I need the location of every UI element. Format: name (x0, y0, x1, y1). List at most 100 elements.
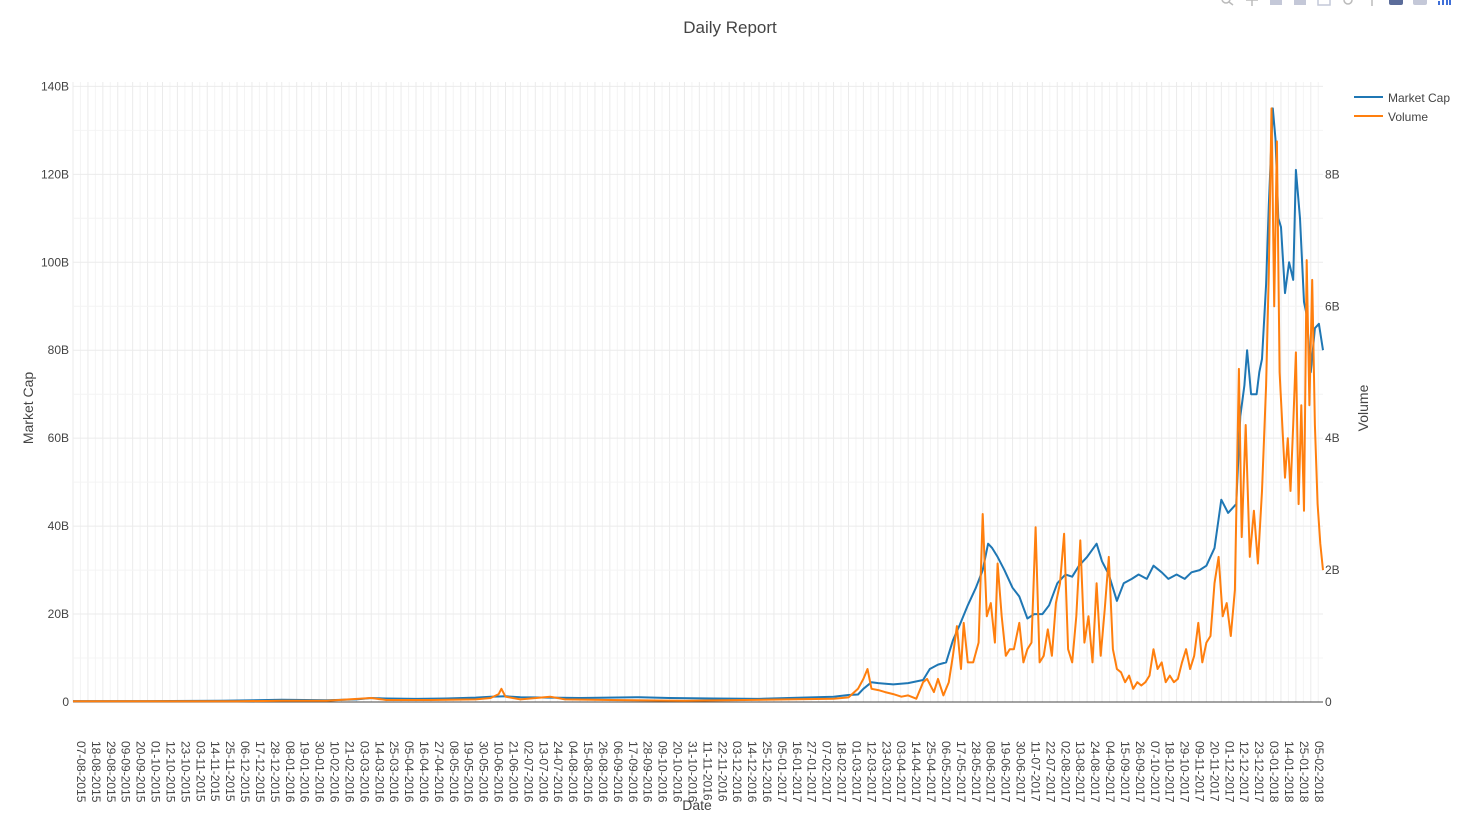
zoom-icon[interactable] (1220, 0, 1236, 6)
x-tick-label: 26-08-2016 (596, 741, 610, 803)
x-tick-label: 03-12-2016 (730, 741, 744, 803)
x-tick-label: 03-04-2017 (894, 741, 908, 803)
x-tick-label: 01-10-2015 (149, 741, 163, 803)
reset-axes-icon[interactable] (1340, 0, 1356, 6)
series-layer (73, 108, 1323, 701)
x-tick-label: 24-08-2017 (1088, 741, 1102, 803)
x-tick-label: 17-12-2015 (253, 741, 267, 803)
zoom-in-icon[interactable] (1268, 0, 1284, 6)
x-tick-label: 28-12-2015 (268, 741, 282, 803)
x-tick-label: 03-01-2018 (1267, 741, 1281, 803)
x-tick-label: 25-01-2018 (1297, 741, 1311, 803)
x-tick-label: 15-09-2017 (1118, 741, 1132, 803)
x-tick-label: 18-02-2017 (835, 741, 849, 803)
legend-label-market-cap: Market Cap (1388, 91, 1450, 105)
y-tick-label: 0 (62, 695, 69, 709)
plotly-logo-icon[interactable] (1436, 0, 1452, 6)
x-tick-label: 04-08-2016 (566, 741, 580, 803)
x-tick-label: 26-09-2017 (1133, 741, 1147, 803)
x-tick-label: 01-03-2017 (849, 741, 863, 803)
x-tick-label: 16-01-2017 (790, 741, 804, 803)
x-tick-label: 07-02-2017 (820, 741, 834, 803)
x-tick-label: 14-04-2017 (909, 741, 923, 803)
spike-lines-icon[interactable] (1364, 0, 1380, 6)
x-tick-label: 28-05-2017 (969, 741, 983, 803)
x-tick-label: 19-05-2016 (462, 741, 476, 803)
x-tick-label: 29-10-2017 (1178, 741, 1192, 803)
x-axis-title: Date (682, 797, 712, 813)
x-tick-label: 20-10-2016 (671, 741, 685, 803)
y2-tick-label: 4B (1325, 431, 1340, 445)
x-tick-label: 18-08-2015 (89, 741, 103, 803)
x-tick-label: 19-06-2017 (999, 741, 1013, 803)
x-tick-label: 08-05-2016 (447, 741, 461, 803)
x-tick-label: 28-09-2016 (641, 741, 655, 803)
x-tick-label: 30-06-2017 (1014, 741, 1028, 803)
x-tick-label: 16-04-2016 (417, 741, 431, 803)
x-tick-label: 06-09-2016 (611, 741, 625, 803)
series-line-market-cap (73, 108, 1323, 701)
y-tick-label: 80B (48, 343, 69, 357)
x-tick-label: 23-12-2017 (1252, 741, 1266, 803)
x-tick-label: 23-10-2015 (178, 741, 192, 803)
x-tick-label: 30-01-2016 (313, 741, 327, 803)
x-tick-label: 19-01-2016 (298, 741, 312, 803)
x-tick-label: 14-01-2018 (1282, 741, 1296, 803)
x-tick-label: 09-11-2017 (1192, 741, 1206, 802)
y-tick-label: 140B (41, 79, 69, 93)
x-tick-label: 14-12-2016 (745, 741, 759, 803)
x-tick-label: 06-12-2015 (238, 741, 252, 803)
x-tick-label: 10-02-2016 (328, 741, 342, 803)
x-tick-label: 12-12-2017 (1237, 741, 1251, 803)
x-tick-label: 24-07-2016 (551, 741, 565, 803)
x-tick-label: 18-10-2017 (1163, 741, 1177, 803)
y-tick-label: 40B (48, 519, 69, 533)
x-tick-label: 09-10-2016 (656, 741, 670, 803)
x-tick-label: 03-03-2016 (357, 741, 371, 803)
series-line-volume (73, 108, 1323, 701)
x-tick-label: 11-11-2016 (700, 741, 714, 801)
x-tick-label: 14-11-2015 (208, 741, 222, 802)
x-tick-label: 20-09-2015 (134, 741, 148, 803)
x-tick-label: 08-06-2017 (984, 741, 998, 803)
hover-compare-icon[interactable] (1412, 0, 1428, 6)
x-tick-label: 17-09-2016 (626, 741, 640, 803)
y-tick-label: 120B (41, 167, 69, 181)
y-tick-label: 60B (48, 431, 69, 445)
y-tick-label: 100B (41, 255, 69, 269)
x-tick-label: 09-09-2015 (119, 741, 133, 803)
x-tick-label: 21-02-2016 (342, 741, 356, 803)
y2-tick-label: 2B (1325, 563, 1340, 577)
x-tick-label: 02-08-2017 (1058, 741, 1072, 803)
zoom-out-icon[interactable] (1292, 0, 1308, 6)
y-axis-title: Market Cap (20, 372, 36, 445)
x-tick-label: 05-04-2016 (402, 741, 416, 803)
x-tick-label: 15-08-2016 (581, 741, 595, 803)
x-tick-label: 22-11-2016 (715, 741, 729, 802)
x-tick-label: 25-12-2016 (760, 741, 774, 803)
x-tick-label: 22-07-2017 (1043, 741, 1057, 803)
legend-item-market-cap[interactable]: Market Cap (1354, 91, 1450, 105)
x-tick-label: 20-11-2017 (1207, 741, 1221, 802)
hover-closest-icon[interactable] (1388, 0, 1404, 6)
x-tick-label: 04-09-2017 (1103, 741, 1117, 803)
y-tick-label: 20B (48, 607, 69, 621)
x-tick-label: 05-01-2017 (775, 741, 789, 803)
pan-icon[interactable] (1244, 0, 1260, 6)
autoscale-icon[interactable] (1316, 0, 1332, 6)
x-tick-label: 03-11-2015 (193, 741, 207, 802)
x-tick-label: 08-01-2016 (283, 741, 297, 803)
y2-tick-label: 8B (1325, 167, 1340, 181)
x-tick-label: 23-03-2017 (879, 741, 893, 803)
chart-title: Daily Report (683, 18, 777, 37)
legend-item-volume[interactable]: Volume (1354, 110, 1428, 124)
grid-layer (73, 82, 1323, 702)
legend[interactable]: Market Cap Volume (1354, 91, 1450, 124)
x-tick-label: 29-08-2015 (104, 741, 118, 803)
x-tick-label: 07-10-2017 (1148, 741, 1162, 803)
x-tick-label: 31-10-2016 (685, 741, 699, 803)
x-tick-label: 25-11-2015 (223, 741, 237, 802)
x-tick-label: 02-07-2016 (521, 741, 535, 803)
